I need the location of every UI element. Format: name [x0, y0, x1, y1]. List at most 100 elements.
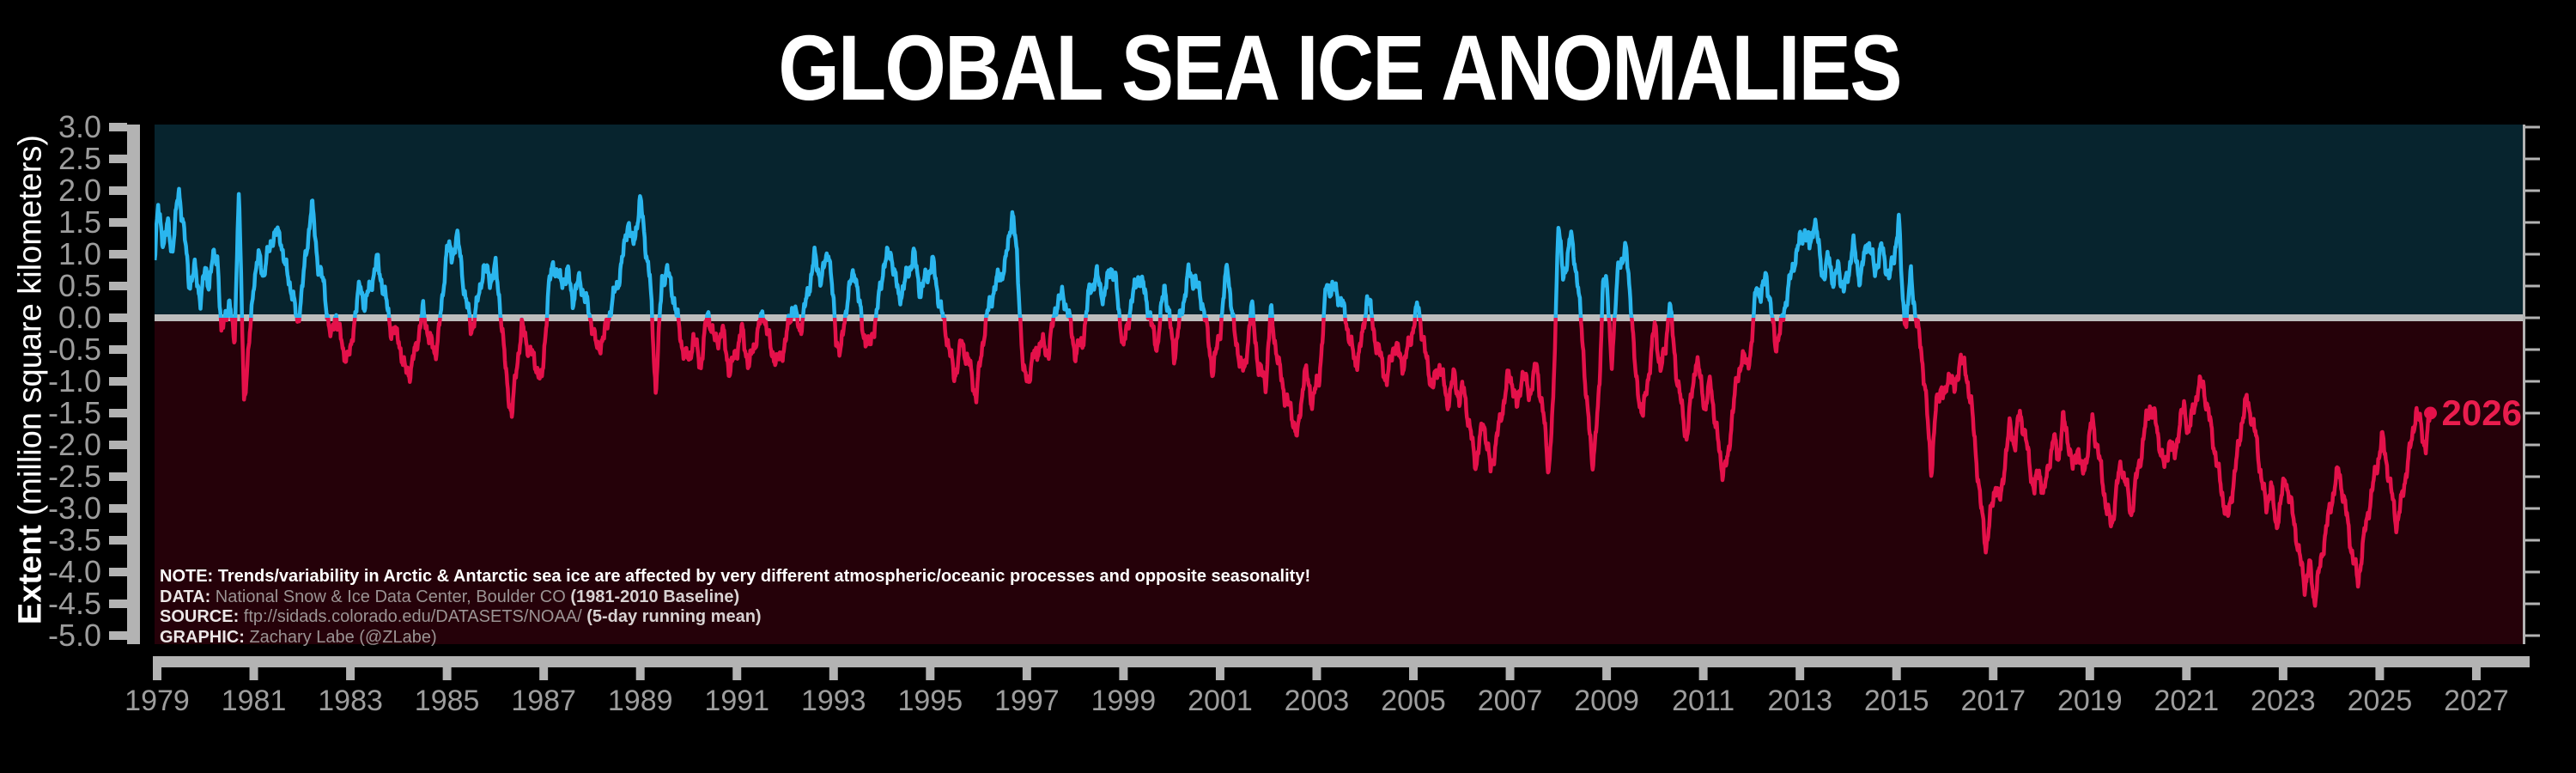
y-axis-title-bold: Extent: [12, 524, 49, 625]
y-axis-tick-right: [2525, 253, 2540, 256]
y-axis-tick: [109, 472, 127, 481]
x-axis-tick: [732, 667, 742, 680]
x-axis-tick: [1312, 667, 1321, 680]
y-axis-tick-right: [2525, 570, 2540, 574]
x-axis-tick: [2278, 667, 2287, 680]
y-axis-tick: [109, 123, 127, 131]
x-tick-label: 1987: [511, 685, 576, 717]
x-tick-label: 2023: [2251, 685, 2316, 717]
x-tick-label: 1993: [801, 685, 866, 717]
note-line-1: NOTE: Trends/variability in Arctic & Ant…: [160, 567, 1310, 587]
y-tick-label: -4.5: [48, 586, 101, 621]
y-tick-label: -3.5: [48, 522, 101, 557]
note-line-4: GRAPHIC: Zachary Labe (@ZLabe): [160, 628, 1310, 648]
y-axis-tick: [109, 155, 127, 163]
y-axis-tick: [109, 250, 127, 259]
y-axis-tick-right: [2525, 539, 2540, 542]
y-axis-tick: [109, 568, 127, 576]
x-axis-tick: [926, 667, 935, 680]
notes-block: NOTE: Trends/variability in Arctic & Ant…: [160, 567, 1310, 648]
y-axis-tick: [109, 504, 127, 513]
x-tick-label: 1981: [222, 685, 287, 717]
y-axis-tick-right: [2525, 284, 2540, 288]
y-axis-title: Extent (million square kilometers): [13, 135, 50, 624]
x-tick-label: 1995: [897, 685, 963, 717]
x-axis-tick: [2085, 667, 2094, 680]
y-tick-label: 2.0: [58, 173, 101, 208]
y-axis-tick: [109, 218, 127, 227]
x-axis-tick: [539, 667, 549, 680]
y-axis-spine-right: [2523, 125, 2525, 644]
x-tick-label: 1983: [318, 685, 383, 717]
x-tick-label: 2021: [2154, 685, 2220, 717]
x-axis-tick: [153, 667, 161, 680]
y-axis-tick: [109, 377, 127, 386]
y-tick-label: -3.0: [48, 490, 101, 526]
x-axis-tick: [1505, 667, 1515, 680]
x-axis-spine: [153, 656, 2530, 667]
x-tick-label: 1989: [608, 685, 673, 717]
y-axis-tick: [109, 282, 127, 290]
x-tick-label: 2005: [1381, 685, 1446, 717]
y-axis-tick: [109, 313, 127, 322]
x-axis-tick: [346, 667, 355, 680]
y-axis-spine-left: [127, 125, 140, 644]
y-axis-tick: [109, 600, 127, 608]
x-axis-tick: [2182, 667, 2191, 680]
x-tick-label: 2001: [1188, 685, 1253, 717]
y-tick-label: -2.0: [48, 427, 101, 462]
note-segment: GRAPHIC:: [160, 627, 250, 647]
x-axis-tick: [1989, 667, 1998, 680]
y-axis-tick-right: [2525, 348, 2540, 351]
y-tick-label: 3.0: [58, 109, 101, 144]
y-tick-label: 2.5: [58, 141, 101, 176]
x-tick-label: 1985: [415, 685, 480, 717]
y-axis-tick-right: [2525, 443, 2540, 447]
note-segment: ftp://sidads.colorado.edu/DATASETS/NOAA/: [243, 607, 587, 626]
y-tick-label: 1.0: [58, 236, 101, 271]
y-axis-tick: [109, 186, 127, 195]
x-axis-tick: [1215, 667, 1224, 680]
note-segment: DATA:: [160, 587, 216, 606]
x-tick-label: 2027: [2444, 685, 2509, 717]
x-tick-label: 1999: [1091, 685, 1157, 717]
x-axis-tick: [1119, 667, 1128, 680]
y-axis-tick: [109, 345, 127, 354]
x-axis-tick: [2375, 667, 2385, 680]
y-axis-tick-right: [2525, 475, 2540, 478]
x-tick-label: 2013: [1767, 685, 1832, 717]
y-axis-tick-right: [2525, 380, 2540, 383]
y-axis-tick-right: [2525, 221, 2540, 224]
x-tick-label: 2025: [2348, 685, 2413, 717]
x-axis-tick: [249, 667, 258, 680]
note-segment: SOURCE:: [160, 607, 244, 626]
x-axis-tick: [1409, 667, 1419, 680]
x-axis-tick: [442, 667, 452, 680]
y-tick-label: -1.5: [48, 395, 101, 430]
y-axis-tick-right: [2525, 602, 2540, 606]
x-tick-label: 2009: [1574, 685, 1639, 717]
y-axis-tick: [109, 441, 127, 449]
page-title: GLOBAL SEA ICE ANOMALIES: [103, 14, 2576, 121]
x-axis-tick: [1602, 667, 1612, 680]
current-year-label: 2026: [2442, 393, 2522, 433]
y-axis-tick-right: [2525, 411, 2540, 415]
note-line-3: SOURCE: ftp://sidads.colorado.edu/DATASE…: [160, 607, 1310, 628]
y-axis-tick: [109, 631, 127, 640]
note-segment: (1981-2010 Baseline): [570, 587, 740, 606]
x-axis-tick: [1698, 667, 1708, 680]
y-axis-tick-right: [2525, 125, 2540, 129]
note-segment: Zachary Labe (@ZLabe): [249, 627, 437, 647]
x-tick-label: 1997: [994, 685, 1060, 717]
x-tick-label: 2007: [1478, 685, 1543, 717]
x-axis-tick: [2471, 667, 2481, 680]
note-segment: National Snow & Ice Data Center, Boulder…: [215, 587, 571, 606]
x-tick-label: 2011: [1672, 685, 1735, 717]
note-segment: NOTE: Trends/variability in Arctic & Ant…: [160, 567, 1311, 586]
anomaly-line-negative: [218, 318, 2433, 608]
y-tick-label: -4.0: [48, 554, 101, 589]
x-tick-label: 2019: [2057, 685, 2123, 717]
y-axis-tick-right: [2525, 634, 2540, 637]
